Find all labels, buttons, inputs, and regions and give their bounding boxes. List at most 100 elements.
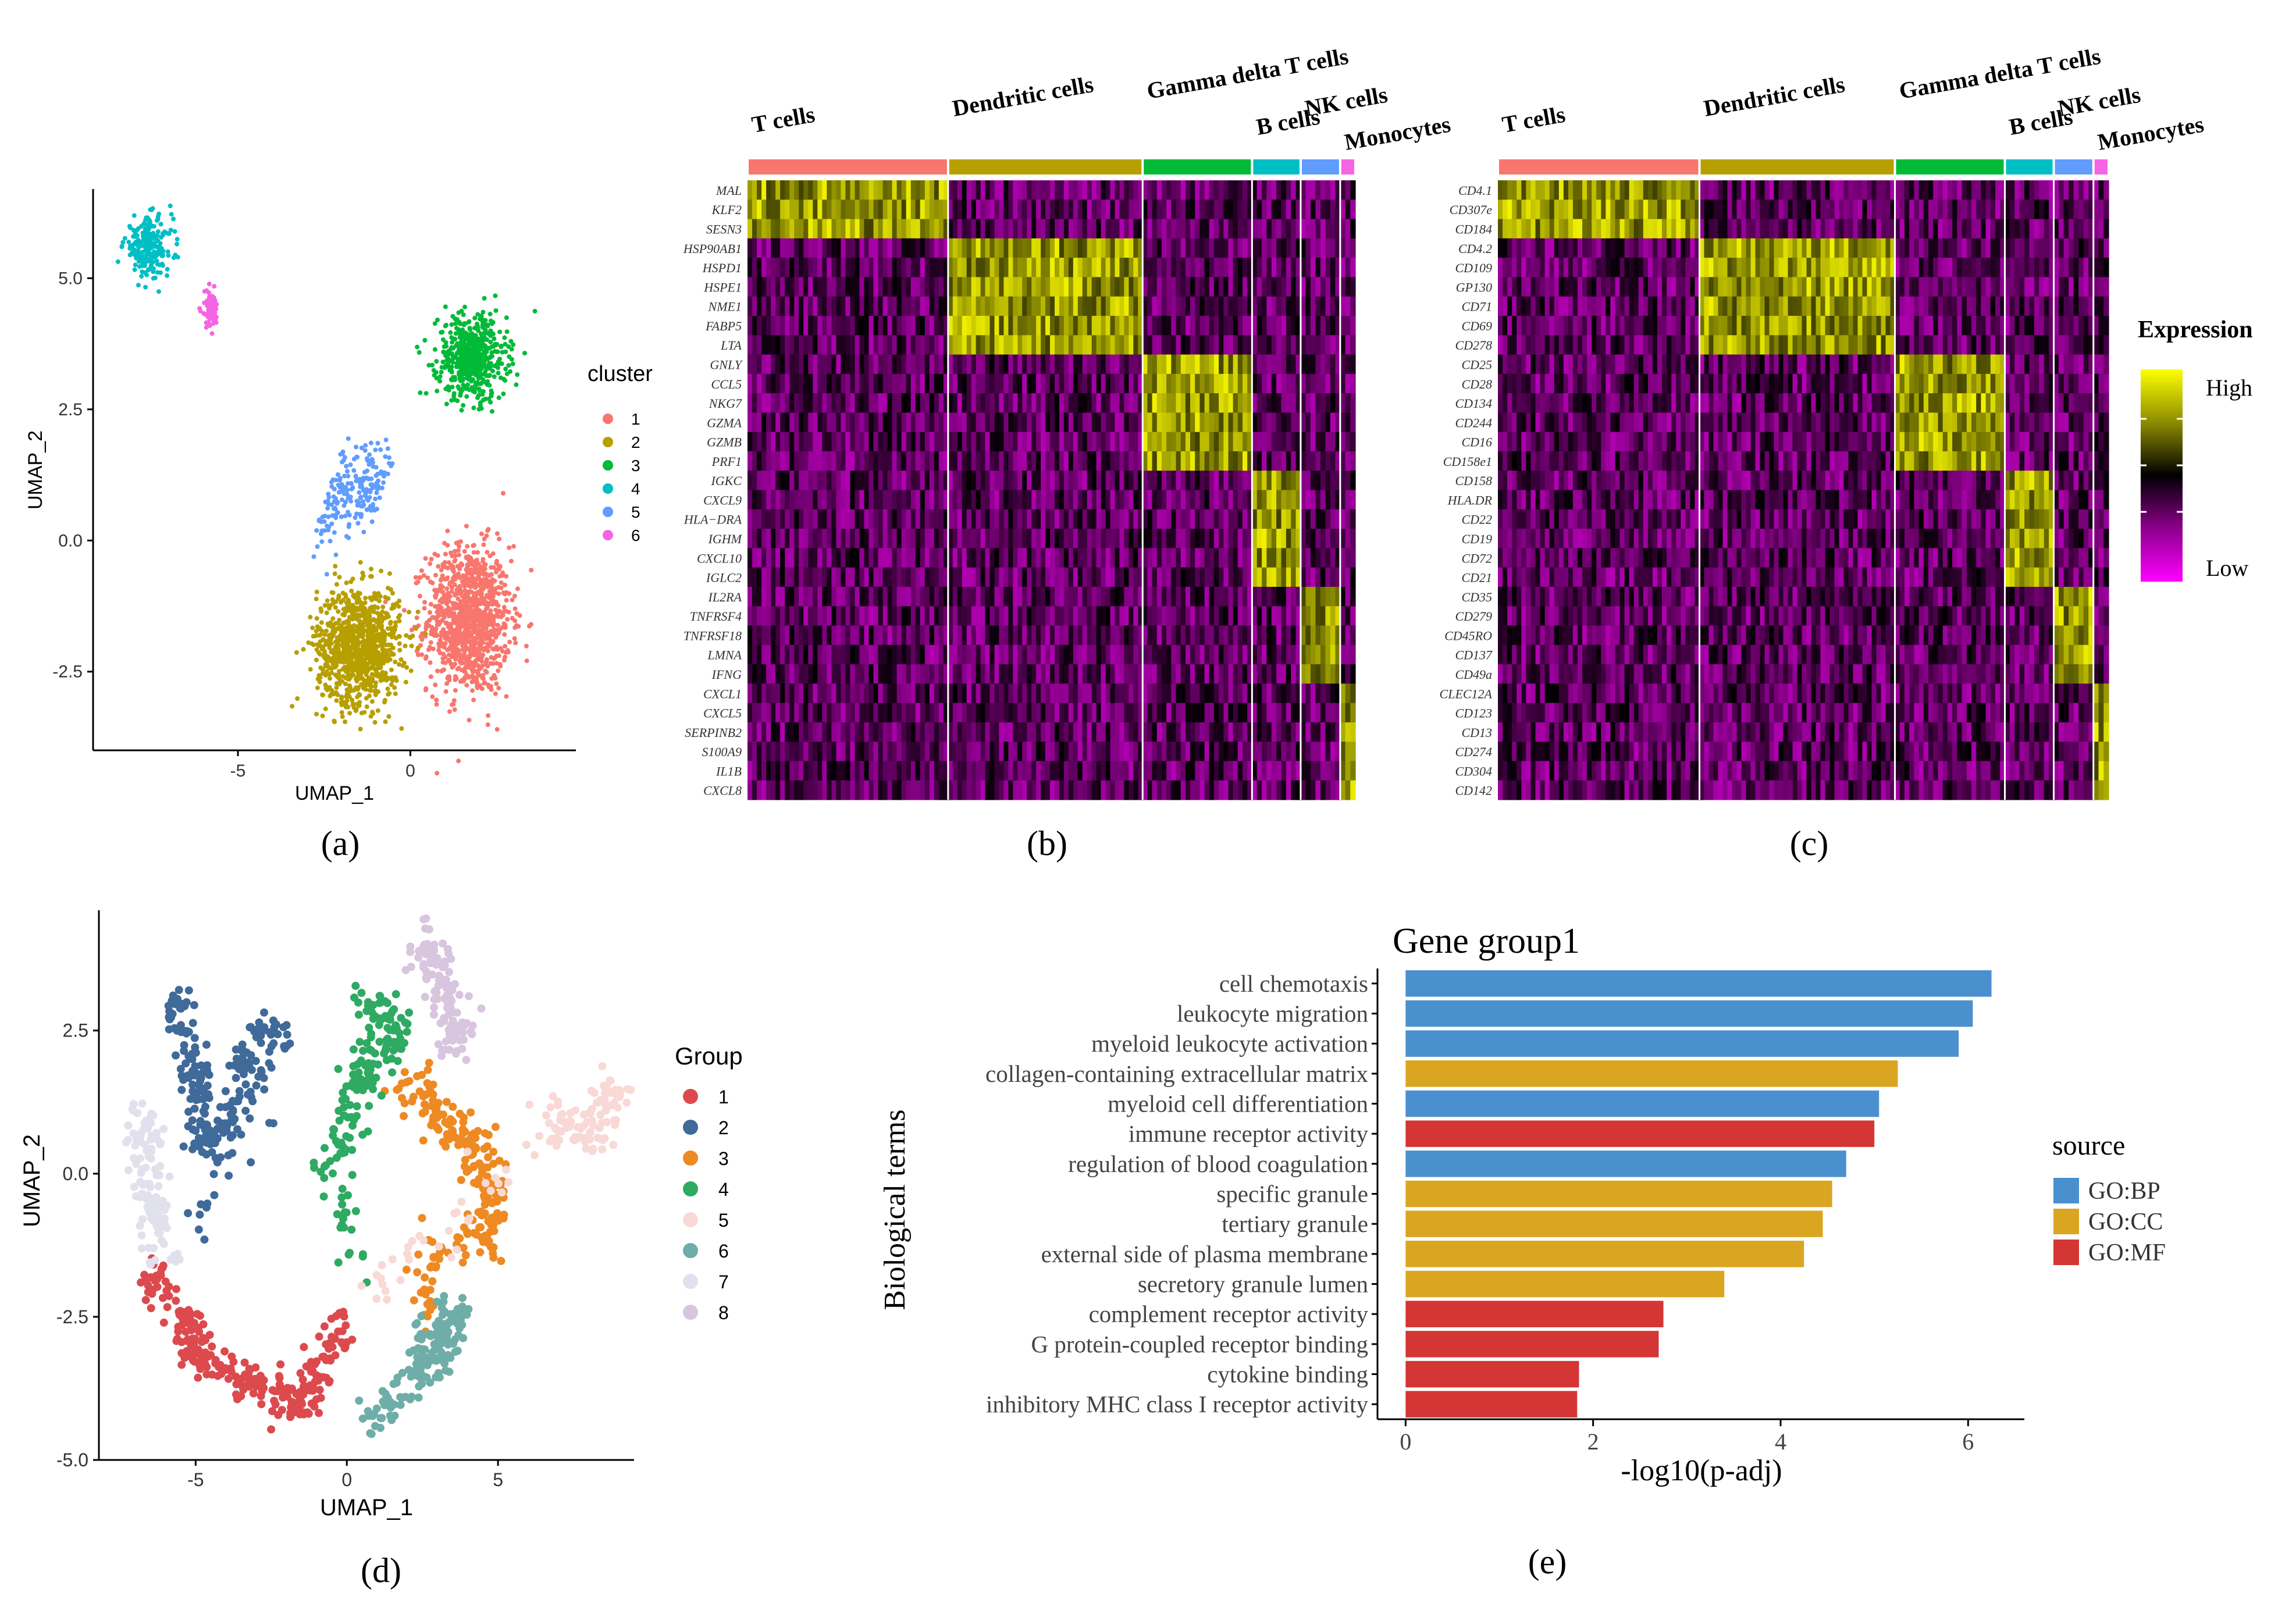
- panel-d-point-group-5: [457, 1198, 466, 1206]
- panel-a-point-cluster-3: [448, 377, 454, 382]
- panel-a-point-cluster-1: [435, 614, 440, 619]
- panel-d-point-group-4: [372, 1073, 380, 1082]
- panel-b-column-bar: [749, 159, 1354, 174]
- panel-d-point-group-3: [476, 1248, 485, 1256]
- panel-a-point-cluster-5: [344, 534, 349, 539]
- panel-d-point-group-4: [386, 1025, 394, 1034]
- heatmap-row-label: CXCL10: [697, 551, 742, 565]
- panel-a-point-cluster-2: [351, 612, 357, 617]
- panel-a-point-cluster-1: [464, 640, 469, 644]
- panel-a-point-cluster-2: [320, 667, 325, 672]
- panel-a-point-cluster-1: [453, 633, 458, 639]
- panel-a-point-cluster-1: [484, 533, 489, 538]
- panel-a-point-cluster-1: [444, 576, 450, 582]
- panel-a-point-cluster-5: [348, 498, 354, 504]
- panel-d-point-group-2: [175, 985, 183, 994]
- panel-a-point-cluster-4: [137, 264, 142, 269]
- panel-a-point-cluster-1: [452, 559, 457, 564]
- panel-d-point-group-4: [377, 1091, 386, 1100]
- panel-a-point-cluster-3: [496, 395, 501, 400]
- panel-a-point-cluster-1: [460, 643, 465, 648]
- panel-a-point-cluster-2: [333, 621, 338, 626]
- panel-a-point-cluster-2: [317, 625, 322, 631]
- panel-a-point-cluster-2: [336, 659, 341, 664]
- panel-a-point-cluster-1: [444, 681, 450, 686]
- panel-d-point-group-5: [504, 1178, 512, 1187]
- panel-a-point-cluster-1: [480, 675, 485, 681]
- panel-a-point-cluster-1: [486, 583, 491, 588]
- heatmap-row-label: IL2RA: [708, 590, 742, 604]
- panel-a-point-cluster-2: [375, 605, 380, 610]
- panel-a-point-cluster-5: [333, 507, 338, 512]
- panel-d-point-group-4: [351, 981, 360, 990]
- heatmap-row-label: GZMB: [707, 435, 742, 450]
- panel-a-point-cluster-3: [489, 321, 494, 326]
- panel-d-point-group-4: [365, 1102, 373, 1110]
- panel-d-point-group-3: [419, 1136, 428, 1145]
- panel-a-point-cluster-1: [512, 636, 517, 641]
- panel-a-point-cluster-3: [478, 336, 483, 341]
- panel-d-point-group-5: [453, 1245, 461, 1254]
- panel-a-point-cluster-1: [445, 528, 450, 533]
- panel-d-point-group-6: [413, 1372, 422, 1380]
- panel-a-point-cluster-1: [414, 615, 419, 620]
- panel-a-point-cluster-5: [324, 572, 329, 577]
- panel-a-point-cluster-2: [371, 711, 375, 716]
- panel-a-point-cluster-2: [332, 662, 337, 667]
- panel-a-point-cluster-2: [383, 642, 388, 647]
- panel-d-point-group-7: [155, 1171, 164, 1180]
- panel-label-b: (b): [1027, 824, 1067, 863]
- panel-a-point-cluster-2: [321, 692, 326, 697]
- column-group-bar: [1499, 159, 1699, 174]
- panel-a-point-cluster-3: [493, 343, 499, 348]
- panel-a-legend-swatch: [603, 483, 613, 494]
- panel-d-point-group-3: [475, 1223, 483, 1232]
- panel-a-point-cluster-5: [368, 487, 373, 493]
- panel-a-point-cluster-2: [314, 589, 319, 594]
- panel-a-point-cluster-3: [439, 365, 444, 370]
- panel-a-point-cluster-5: [328, 539, 333, 544]
- panel-a-point-cluster-2: [357, 692, 362, 697]
- panel-a-point-cluster-4: [175, 255, 180, 260]
- panel-d-point-group-8: [435, 976, 443, 985]
- panel-label-d: (d): [361, 1551, 401, 1590]
- panel-a-point-cluster-1: [471, 668, 476, 673]
- panel-a-xtick-label: 0: [405, 761, 415, 781]
- panel-d-point-group-7: [122, 1138, 130, 1146]
- heatmap-row-label: CD279: [1455, 609, 1492, 624]
- heatmap-row-label: CD16: [1461, 435, 1492, 450]
- panel-a-point-cluster-1: [465, 591, 471, 596]
- panel-a-point-cluster-1: [494, 531, 500, 536]
- panel-a-point-cluster-3: [456, 310, 461, 315]
- panel-a-point-cluster-3: [492, 364, 497, 369]
- panel-a-point-cluster-2: [306, 640, 311, 645]
- panel-a-point-cluster-1: [451, 698, 457, 703]
- heatmap-row-label: TNFRSF4: [690, 609, 742, 624]
- panel-a-point-cluster-4: [165, 273, 170, 278]
- panel-a-point-cluster-2: [409, 643, 414, 649]
- panel-a-point-cluster-2: [391, 632, 396, 637]
- panel-a-point-cluster-2: [344, 645, 350, 650]
- panel-a-point-cluster-5: [383, 437, 389, 443]
- panel-d-point-group-3: [463, 1230, 472, 1238]
- panel-d-point-group-4: [376, 998, 385, 1007]
- panel-d-ylabel: UMAP_2: [19, 1134, 45, 1227]
- panel-a-point-cluster-2: [351, 616, 357, 621]
- panel-a-point-cluster-6: [209, 331, 215, 336]
- panel-d-point-group-3: [410, 1296, 418, 1305]
- panel-a-point-cluster-5: [380, 485, 385, 490]
- panel-d-point-group-4: [359, 1080, 368, 1089]
- panel-a-point-cluster-2: [337, 618, 342, 623]
- panel-d-point-group-3: [415, 1087, 424, 1096]
- panel-d-point-group-1: [322, 1340, 330, 1349]
- panel-a-point-cluster-1: [505, 617, 510, 622]
- panel-a-point-cluster-2: [330, 601, 336, 606]
- panel-a-point-cluster-2: [339, 626, 344, 632]
- panel-a-point-cluster-2: [308, 615, 313, 619]
- panel-d-point-group-8: [430, 1003, 439, 1012]
- panel-a-point-cluster-4: [169, 212, 174, 217]
- panel-a-point-cluster-4: [132, 267, 137, 272]
- panel-e-legend-label: GO:CC: [2088, 1209, 2163, 1235]
- panel-a-point-cluster-1: [409, 628, 414, 632]
